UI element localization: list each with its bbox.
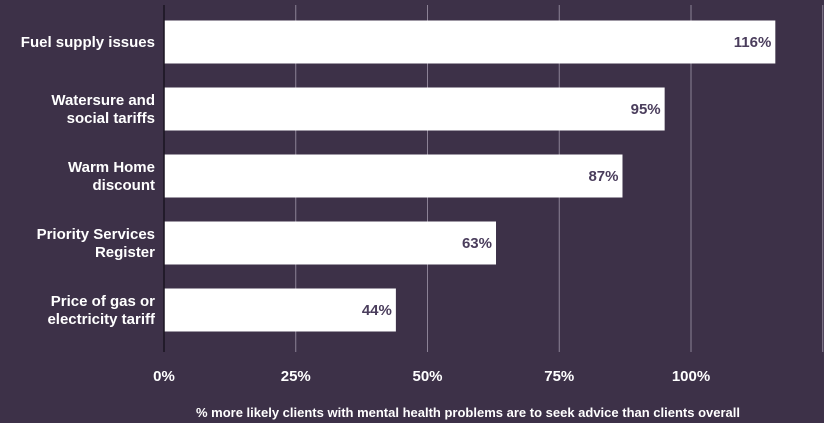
bar-1: [164, 87, 665, 131]
x-tick-50: 50%: [412, 368, 442, 385]
value-label-4: 44%: [362, 302, 392, 319]
value-label-0: 116%: [734, 34, 772, 51]
category-label-2: Warm Home discount: [68, 159, 155, 194]
category-label-0: Fuel supply issues: [21, 34, 155, 51]
value-label-1: 95%: [631, 101, 661, 118]
x-tick-0: 0%: [153, 368, 175, 385]
x-tick-25: 25%: [281, 368, 311, 385]
value-label-2: 87%: [588, 168, 618, 185]
x-tick-75: 75%: [544, 368, 574, 385]
bars: [164, 20, 776, 332]
x-tick-100: 100%: [672, 368, 710, 385]
category-label-3: Priority Services Register: [37, 226, 156, 261]
x-axis-label: % more likely clients with mental health…: [196, 405, 740, 420]
bar-3: [164, 221, 497, 265]
bar-4: [164, 288, 396, 332]
bar-2: [164, 154, 623, 198]
value-label-3: 63%: [462, 235, 492, 252]
category-label-1: Watersure and social tariffs: [51, 92, 155, 127]
x-tick-labels: 0% 25% 50% 75% 100%: [153, 368, 710, 385]
category-label-4: Price of gas or electricity tariff: [47, 293, 156, 328]
bar-0: [164, 20, 776, 64]
category-labels: Fuel supply issues Watersure and social ta…: [21, 34, 156, 328]
value-labels: 116% 95% 87% 63% 44%: [362, 34, 771, 319]
